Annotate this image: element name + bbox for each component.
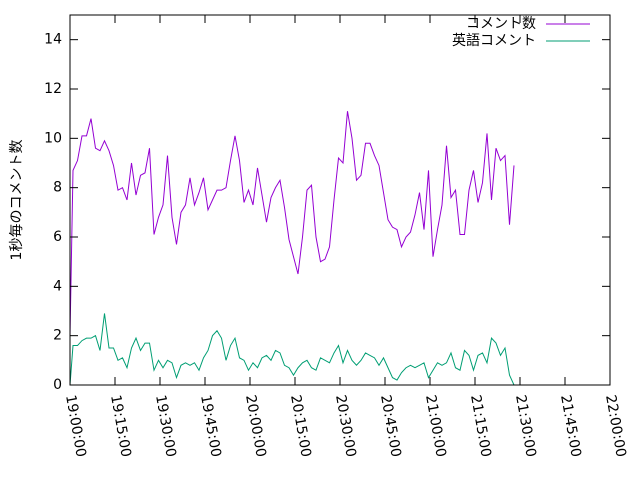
x-tick-label: 19:30:00 <box>152 394 179 459</box>
y-tick-label: 14 <box>44 32 62 48</box>
y-tick-label: 6 <box>53 229 62 245</box>
x-tick-label: 21:30:00 <box>512 394 539 459</box>
x-axis-ticks: 19:00:00 19:15:00 19:30:00 19:45:00 20:00:00… <box>62 15 629 458</box>
y-tick-label: 0 <box>53 377 62 393</box>
x-tick-label: 21:15:00 <box>467 394 494 459</box>
x-tick-label: 20:30:00 <box>332 394 359 459</box>
legend-label-1: コメント数 <box>466 16 536 32</box>
x-tick-label: 20:00:00 <box>242 394 269 459</box>
x-tick-label: 19:00:00 <box>62 394 89 459</box>
y-axis-label: 1秒毎のコメント数 <box>9 140 25 261</box>
y-axis-title: 1秒毎のコメント数 <box>9 140 25 261</box>
y-tick-label: 2 <box>53 328 62 344</box>
x-tick-label: 22:00:00 <box>602 394 629 459</box>
x-tick-label: 19:45:00 <box>197 394 224 459</box>
legend-label-2: 英語コメント <box>452 32 536 49</box>
x-tick-label: 21:45:00 <box>557 394 584 459</box>
x-tick-label: 20:45:00 <box>377 394 404 459</box>
y-axis-ticks: 0 2 4 6 8 10 12 14 <box>44 32 610 393</box>
x-tick-label: 20:15:00 <box>287 394 314 459</box>
y-tick-label: 4 <box>53 278 62 294</box>
x-tick-label: 19:15:00 <box>107 394 134 459</box>
y-tick-label: 8 <box>53 180 62 196</box>
series-layer <box>69 111 515 386</box>
plot-frame <box>69 14 611 386</box>
series-line-2 <box>69 313 515 386</box>
y-tick-label: 12 <box>44 81 62 97</box>
series-line-1 <box>69 111 515 336</box>
x-tick-label: 21:00:00 <box>422 394 449 459</box>
y-tick-label: 10 <box>44 130 62 146</box>
